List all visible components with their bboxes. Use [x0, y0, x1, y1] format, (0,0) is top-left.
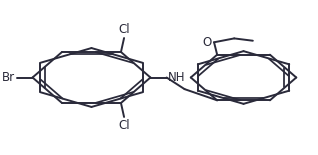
Text: Br: Br	[1, 71, 15, 84]
Text: O: O	[202, 36, 211, 49]
Text: Cl: Cl	[119, 119, 130, 132]
Text: Cl: Cl	[119, 23, 130, 36]
Text: NH: NH	[168, 71, 185, 84]
